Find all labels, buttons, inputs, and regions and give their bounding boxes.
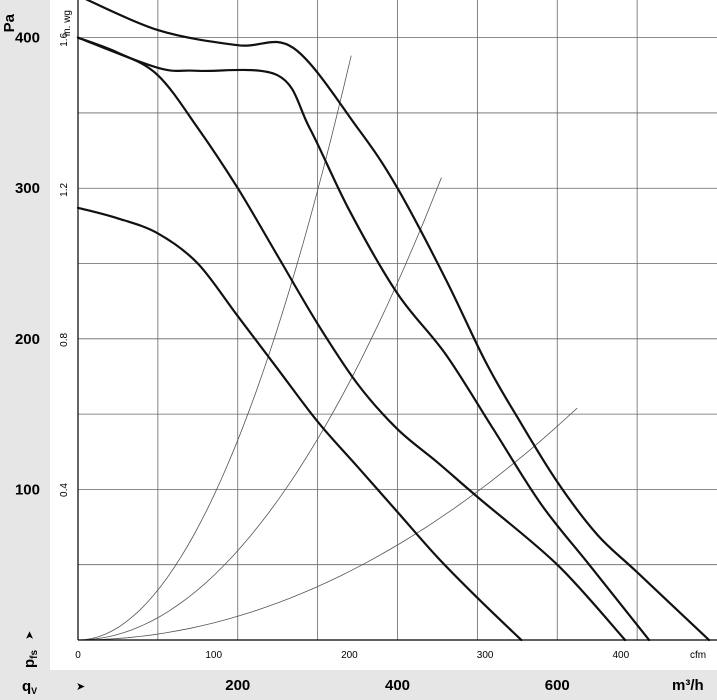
y-tick-label-inwg: 1.6 bbox=[59, 32, 70, 46]
fan-curve bbox=[76, 36, 627, 642]
y-axis-symbol: pfs ➤ bbox=[21, 631, 40, 668]
fan-curve bbox=[76, 206, 523, 642]
x-axis-symbol-text: qV bbox=[22, 678, 37, 696]
y-axis-label-inwg: in. wg bbox=[62, 10, 73, 36]
y-tick-label-inwg: 1.2 bbox=[59, 183, 70, 197]
fan-curve bbox=[76, 36, 651, 642]
y-axis-label-pa: Pa bbox=[1, 13, 18, 32]
y-tick-label-inwg: 0.8 bbox=[59, 333, 70, 347]
grid bbox=[78, 0, 717, 640]
x-axis-symbol: qV ➤ bbox=[22, 678, 85, 696]
x-axis-label-cfm: cfm bbox=[690, 650, 706, 661]
x-tick-label-cfm: 100 bbox=[205, 650, 222, 661]
x-tick-label-cfm: 300 bbox=[477, 650, 494, 661]
x-axis-arrow-icon: ➤ bbox=[76, 681, 85, 693]
y-tick-label-pa: 400 bbox=[15, 30, 40, 47]
x-axis-label-m3h: m³/h bbox=[672, 677, 704, 694]
system-curve bbox=[77, 55, 352, 641]
x-tick-label-m3h: 400 bbox=[385, 677, 410, 694]
system-curve bbox=[77, 177, 442, 641]
fan-curve bbox=[85, 0, 711, 642]
y-tick-label-pa: 200 bbox=[15, 331, 40, 348]
x-axis-symbol-main: q bbox=[22, 678, 31, 695]
x-axis-band bbox=[0, 670, 717, 700]
y-axis-symbol-text: pfs bbox=[21, 649, 40, 668]
x-tick-label-cfm: 0 bbox=[75, 650, 81, 661]
y-tick-label-pa: 300 bbox=[15, 180, 40, 197]
x-tick-label-cfm: 400 bbox=[612, 650, 629, 661]
y-axis-arrow-icon: ➤ bbox=[24, 631, 36, 640]
y-axis-symbol-main: p bbox=[21, 659, 38, 668]
system-curve bbox=[77, 407, 578, 641]
x-axis-symbol-sub: V bbox=[31, 686, 37, 696]
x-tick-label-m3h: 200 bbox=[225, 677, 250, 694]
fan-curves bbox=[76, 0, 711, 642]
y-tick-label-inwg: 0.4 bbox=[59, 483, 70, 497]
y-tick-label-pa: 100 bbox=[15, 481, 40, 498]
y-axis-symbol-sub: fs bbox=[29, 649, 40, 658]
axis-labels: 100 200 300 400 0.4 0.8 1.2 1.6 200 400 600 0 100 200… bbox=[15, 30, 630, 694]
system-curves bbox=[77, 55, 578, 641]
x-tick-label-m3h: 600 bbox=[545, 677, 570, 694]
x-tick-label-cfm: 200 bbox=[341, 650, 358, 661]
y-axis-band bbox=[0, 0, 50, 700]
